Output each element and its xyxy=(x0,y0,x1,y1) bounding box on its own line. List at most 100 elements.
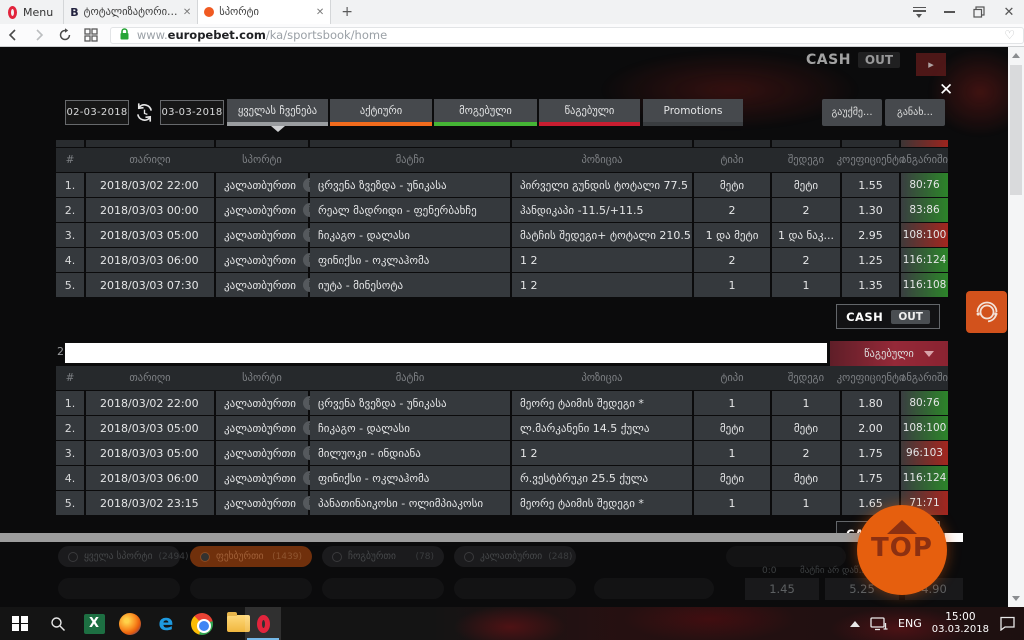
system-tray: ENG 15:00 03.03.2018 xyxy=(850,607,1024,640)
filter-tab-promotions[interactable]: Promotions xyxy=(643,99,743,126)
dim-arrow-button: ▸ xyxy=(916,53,946,76)
row-odds: 1.55 xyxy=(842,173,899,197)
dim-sport-pill: კალათბურთი (248) xyxy=(454,546,576,567)
action-center-icon[interactable] xyxy=(999,616,1016,631)
scrolled-row-strip xyxy=(56,140,948,147)
taskbar-opera-button[interactable] xyxy=(245,607,281,640)
vertical-scrollbar-thumb[interactable] xyxy=(1010,65,1022,195)
row-date: 2018/03/03 07:30 xyxy=(86,273,214,297)
language-indicator[interactable]: ENG xyxy=(898,617,922,630)
tab1-close-icon[interactable]: ✕ xyxy=(182,6,192,18)
filter-tab-active[interactable]: აქტიური xyxy=(330,99,432,126)
window-close-button[interactable]: ✕ xyxy=(1003,4,1015,20)
horizontal-scrollbar-thumb[interactable] xyxy=(945,533,963,542)
taskbar-chrome-button[interactable] xyxy=(184,607,220,640)
sport-icon xyxy=(332,551,342,562)
url-field[interactable]: www.europebet.com/ka/sportsbook/home ♡ xyxy=(109,26,1024,44)
support-chat-button[interactable] xyxy=(966,291,1007,333)
scrollbar-up-icon[interactable] xyxy=(1012,53,1020,58)
row-sport: კალათბურთიi xyxy=(216,248,317,272)
cancel-button[interactable]: გაუქმე... xyxy=(822,99,882,126)
wallpaper-bleed xyxy=(430,607,1024,640)
swap-dates-icon[interactable] xyxy=(132,100,156,125)
row-result: მეტი xyxy=(772,416,840,440)
row-date: 2018/03/02 23:15 xyxy=(86,491,214,515)
table-row[interactable]: 3. 2018/03/03 05:00 კალათბურთიi ჩიკაგო -… xyxy=(56,223,948,247)
row-result: 1 და ნაკ... xyxy=(772,223,840,247)
reload-icon[interactable] xyxy=(52,25,78,45)
row-type: 1 xyxy=(694,491,770,515)
top-label: TOP xyxy=(871,533,933,563)
taskbar-search-button[interactable] xyxy=(40,607,76,640)
row-sport: კალათბურთიi xyxy=(216,391,317,415)
vertical-scrollbar[interactable] xyxy=(1008,47,1024,607)
cashout-cash-label: CASH xyxy=(846,309,884,324)
taskbar-edge-button[interactable]: e xyxy=(148,607,184,640)
row-position: მეორე ტაიმის შედეგი * xyxy=(512,491,692,515)
network-icon[interactable] xyxy=(870,616,888,631)
table-row[interactable]: 4. 2018/03/03 06:00 კალათბურთიi ფინიქსი … xyxy=(56,466,948,490)
col-header-odds: კოეფიციენტი xyxy=(836,154,905,166)
bet-edit-input[interactable] xyxy=(64,342,828,364)
filter-tab-lost[interactable]: წაგებული xyxy=(539,99,640,126)
clock[interactable]: 15:00 03.03.2018 xyxy=(932,611,989,637)
scroll-to-top-button[interactable]: TOP xyxy=(857,505,947,595)
row-type: 1 xyxy=(694,273,770,297)
row-sport: კალათბურთიi xyxy=(216,173,317,197)
row-sport: კალათბურთიi xyxy=(216,466,317,490)
back-icon[interactable] xyxy=(0,25,26,45)
browser-menu-button[interactable]: Menu xyxy=(0,0,63,24)
date-to-input[interactable]: 03-03-2018 xyxy=(160,100,224,125)
row-position: 1 2 xyxy=(512,441,692,465)
row-odds: 2.00 xyxy=(842,416,899,440)
row-type: მეტი xyxy=(694,466,770,490)
table-row[interactable]: 4. 2018/03/03 06:00 კალათბურთიi ფინიქსი … xyxy=(56,248,948,272)
bookmark-heart-icon[interactable]: ♡ xyxy=(1004,28,1016,42)
table-row[interactable]: 3. 2018/03/03 05:00 კალათბურთიi მილუოკი … xyxy=(56,441,948,465)
row-score: 108:100 xyxy=(901,416,948,440)
new-tab-button[interactable]: + xyxy=(341,4,353,20)
dim-odd-button: 1.45 xyxy=(745,578,819,600)
tab-sport[interactable]: სპორტი ✕ xyxy=(197,0,332,24)
scrollbar-down-icon[interactable] xyxy=(1012,596,1020,601)
row-result: 1 xyxy=(772,273,840,297)
row-odds: 1.30 xyxy=(842,198,899,222)
dim-pill xyxy=(190,578,312,599)
table-row[interactable]: 5. 2018/03/03 07:30 კალათბურთიi იუტა - მ… xyxy=(56,273,948,297)
speed-dial-icon[interactable] xyxy=(78,25,104,45)
cashout-button[interactable]: CASH OUT xyxy=(836,304,940,329)
taskbar-excel-button[interactable]: X xyxy=(76,607,112,640)
dim-pill xyxy=(454,578,576,599)
row-result: 1 xyxy=(772,491,840,515)
start-button[interactable] xyxy=(0,607,40,640)
table-row[interactable]: 2. 2018/03/03 00:00 კალათბურთიi რეალ მად… xyxy=(56,198,948,222)
taskbar-explorer-button[interactable] xyxy=(220,607,256,640)
refresh-button[interactable]: განახ... xyxy=(885,99,945,126)
row-position: ლ.მარკანენი 14.5 ქულა xyxy=(512,416,692,440)
forward-icon[interactable] xyxy=(26,25,52,45)
window-minimize-button[interactable] xyxy=(934,0,964,24)
status-lost-button[interactable]: წაგებული xyxy=(830,341,948,366)
tab-totalizator[interactable]: B ტოტალიზატორი -> თბ... ✕ xyxy=(63,0,198,24)
tray-chevron-icon[interactable] xyxy=(850,620,861,627)
row-number: 1. xyxy=(56,173,84,197)
table-row[interactable]: 1. 2018/03/02 22:00 კალათბურთიi ცრვენა ზ… xyxy=(56,391,948,415)
url-domain: europebet.com xyxy=(167,28,266,42)
window-restore-button[interactable] xyxy=(964,0,994,24)
modal-close-icon[interactable]: ✕ xyxy=(939,80,954,100)
dim-pill xyxy=(594,578,714,599)
taskbar-firefox-button[interactable] xyxy=(112,607,148,640)
table-row[interactable]: 5. 2018/03/02 23:15 კალათბურთიi პანათინა… xyxy=(56,491,948,515)
tab-menu-icon[interactable] xyxy=(904,0,934,24)
row-match: ცრვენა ზვეზდა - უნიკასა xyxy=(310,173,510,197)
date-from-input[interactable]: 02-03-2018 xyxy=(65,100,129,125)
horizontal-scrollbar[interactable] xyxy=(0,533,963,542)
sport-icon xyxy=(68,551,78,562)
filter-tab-won[interactable]: მოგებული xyxy=(434,99,537,126)
filter-tab-show-all[interactable]: ყველას ჩვენება xyxy=(227,99,328,126)
row-number: 5. xyxy=(56,491,84,515)
table-row[interactable]: 1. 2018/03/02 22:00 კალათბურთიi ცრვენა ზ… xyxy=(56,173,948,197)
tab2-close-icon[interactable]: ✕ xyxy=(315,6,325,18)
row-odds: 1.75 xyxy=(842,441,899,465)
table-row[interactable]: 2. 2018/03/03 05:00 კალათბურთიi ჩიკაგო -… xyxy=(56,416,948,440)
